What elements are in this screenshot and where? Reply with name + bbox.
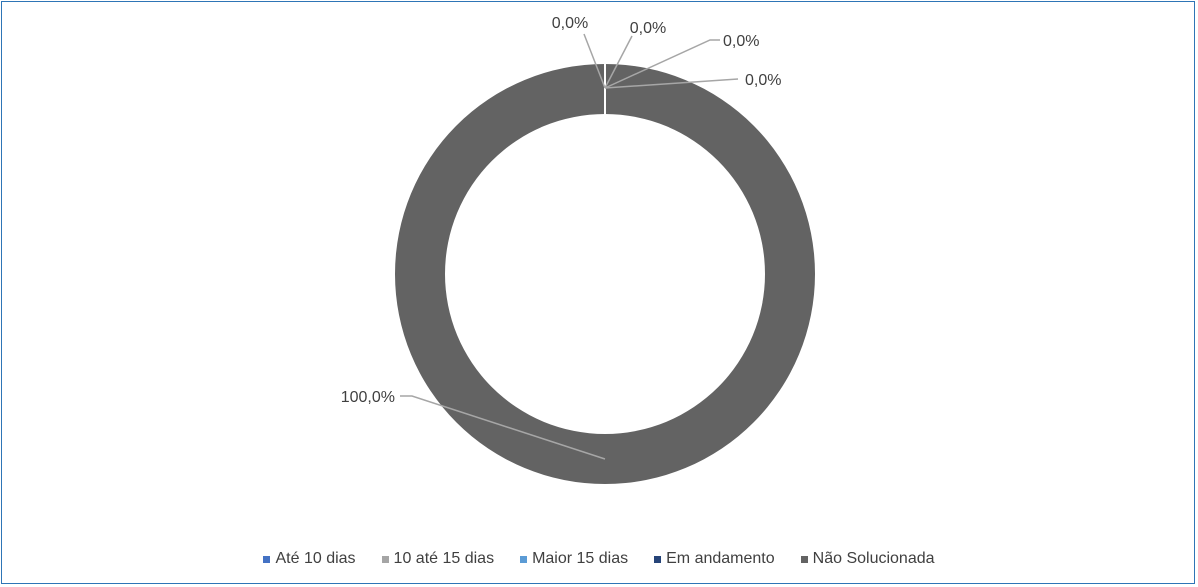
legend-label-nao-solucionada: Não Solucionada: [812, 550, 935, 567]
data-label-maior-15-dias: 0,0%: [723, 33, 759, 50]
legend-item-maior-15-dias: Maior 15 dias: [520, 550, 628, 568]
leader-line-maior-15-dias: [604, 39, 720, 89]
legend-swatch-ate-10-dias: [263, 555, 271, 563]
data-label-ate-10-dias: 0,0%: [552, 15, 588, 32]
legend-label-maior-15-dias: Maior 15 dias: [532, 550, 629, 567]
legend-item-ate-10-dias: Até 10 dias: [263, 550, 356, 568]
leader-line-10-ate-15-dias: [604, 35, 633, 89]
legend-swatch-nao-solucionada: [800, 555, 808, 563]
legend: Até 10 dias 10 até 15 dias Maior 15 dias Em…: [0, 550, 1198, 568]
legend-label-em-andamento: Em andamento: [666, 550, 775, 567]
data-label-em-andamento: 0,0%: [745, 72, 781, 89]
data-label-nao-solucionada: 100,0%: [341, 389, 395, 406]
legend-item-nao-solucionada: Não Solucionada: [800, 550, 935, 568]
legend-swatch-maior-15-dias: [520, 555, 528, 563]
legend-swatch-em-andamento: [654, 555, 662, 563]
legend-label-10-ate-15-dias: 10 até 15 dias: [393, 550, 495, 567]
legend-swatch-10-ate-15-dias: [381, 555, 389, 563]
legend-item-em-andamento: Em andamento: [654, 550, 775, 568]
leader-line-em-andamento: [604, 78, 739, 89]
leader-line-ate-10-dias: [583, 33, 606, 89]
leader-lines-group: [400, 33, 739, 460]
legend-label-ate-10-dias: Até 10 dias: [275, 550, 356, 567]
legend-item-10-ate-15-dias: 10 até 15 dias: [381, 550, 495, 568]
slices-group: [395, 63, 815, 484]
slice-nao-solucionada: [395, 64, 815, 484]
data-label-10-ate-15-dias: 0,0%: [630, 20, 666, 37]
data-labels-group: 0,0% 0,0% 0,0% 0,0% 100,0%: [341, 15, 782, 406]
leader-line-nao-solucionada: [400, 395, 606, 460]
